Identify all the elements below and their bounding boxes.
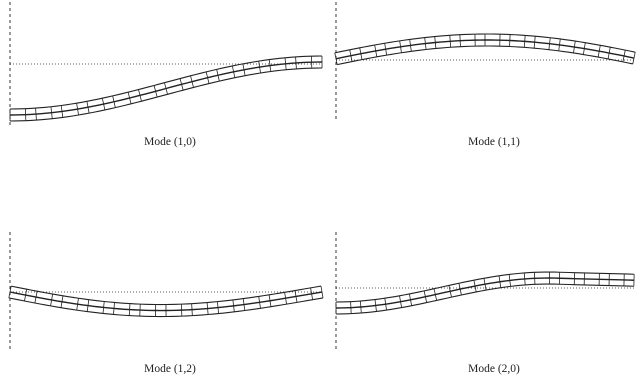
beam-segment-tick <box>523 35 526 48</box>
beam-segment-tick <box>216 69 220 82</box>
beam-segment-tick <box>334 52 338 65</box>
beam-segment-tick <box>310 287 314 300</box>
beam-segment-tick <box>509 34 511 47</box>
beam-segment-tick <box>359 300 362 314</box>
beam-segment-tick <box>423 290 428 303</box>
beam-segment-tick <box>206 302 209 315</box>
beam-segment-tick <box>284 292 287 305</box>
beam-segment-tick <box>153 85 158 98</box>
beam-segment-tick <box>138 89 142 102</box>
panel-mode-1-2 <box>8 232 324 352</box>
beam-segment-tick <box>34 291 38 304</box>
beam-segment-tick <box>384 43 388 56</box>
mode-caption: Mode (1,0) <box>144 136 196 148</box>
beam-segment-tick <box>164 82 168 95</box>
panel-mode-1-0 <box>9 2 323 126</box>
beam-segment-tick <box>434 36 437 49</box>
beam-segment-tick <box>359 47 363 60</box>
beam-segment-tick <box>258 296 261 309</box>
beam-segment-tick <box>50 293 54 306</box>
beam-segment-tick <box>76 103 79 116</box>
beam-segment-tick <box>242 63 246 76</box>
beam-segment-tick <box>294 290 298 303</box>
panel-mode-1-1 <box>334 2 636 120</box>
beam-segment-tick <box>448 285 452 298</box>
beam-segment-tick <box>449 35 452 48</box>
beam-segment-tick <box>350 301 352 314</box>
beam-segment-tick <box>399 295 403 308</box>
beam-segment-tick <box>231 65 236 78</box>
beam-bottom-edge <box>11 285 322 306</box>
beam-segment-tick <box>101 98 106 111</box>
beam-segment-tick <box>473 280 477 293</box>
beam-segment-tick <box>86 299 90 312</box>
beam-segment-tick <box>205 71 210 84</box>
beam-segment-tick <box>179 78 184 91</box>
beam-segment-tick <box>459 34 461 47</box>
beam-segment-tick <box>24 108 27 121</box>
mode-caption: Mode (1,2) <box>144 363 196 375</box>
beam-segment-tick <box>558 38 561 51</box>
beam-segment-tick <box>284 57 287 70</box>
beam-segment-tick <box>60 105 64 118</box>
beam-segment-tick <box>128 303 131 316</box>
beam-segment-tick <box>242 298 246 311</box>
beam-segment-tick <box>8 286 12 298</box>
beam-segment-tick <box>399 40 402 53</box>
beam-segment-tick <box>597 45 601 58</box>
beam-segment-tick <box>113 302 115 315</box>
panel-mode-2-0 <box>335 232 635 350</box>
beam-segment-tick <box>268 59 272 72</box>
mode-caption: Mode (1,1) <box>468 136 520 148</box>
beam-segment-tick <box>127 92 132 104</box>
beam-segment-tick <box>533 36 536 49</box>
beam-segment-tick <box>582 42 586 55</box>
beam-segment-tick <box>60 295 64 308</box>
beam-segment-tick <box>50 106 53 119</box>
beam-segment-tick <box>632 52 636 64</box>
beam-segment-tick <box>112 95 116 108</box>
beam-bottom-edge <box>335 271 635 303</box>
beam-segment-tick <box>232 299 235 312</box>
beam-segment-tick <box>295 56 297 69</box>
beam-segment-tick <box>258 61 261 74</box>
beam-segment-tick <box>508 274 511 287</box>
beam-segment-tick <box>483 278 487 291</box>
beam-segment-tick <box>217 301 219 314</box>
beam-segment-tick <box>374 299 377 312</box>
beam-segment-tick <box>533 272 536 285</box>
beam-segment-tick <box>498 275 502 288</box>
beam-segment-tick <box>24 289 28 302</box>
beam-segment-tick <box>191 303 193 316</box>
beam-segment-tick <box>374 44 378 57</box>
beam-segment-tick <box>573 41 576 54</box>
beam-segment-tick <box>548 37 551 50</box>
beam-segment-tick <box>523 272 526 285</box>
beam-segment-tick <box>433 288 438 301</box>
beam-segment-tick <box>86 101 90 114</box>
beam-segment-tick <box>408 293 413 306</box>
beam-segment-tick <box>384 298 387 311</box>
beam-segment-tick <box>458 283 462 296</box>
beam-segment-tick <box>622 50 626 62</box>
mode-caption: Mode (2,0) <box>468 363 520 375</box>
beam-segment-tick <box>35 108 37 121</box>
beam-segment-tick <box>409 39 412 52</box>
beam-bottom-edge <box>9 55 322 110</box>
beam-segment-tick <box>190 75 194 88</box>
beam-top-edge <box>10 67 323 122</box>
beam-segment-tick <box>349 49 353 62</box>
beam-segment-tick <box>424 37 427 50</box>
beam-segment-tick <box>76 298 79 311</box>
beam-segment-tick <box>320 286 324 298</box>
beam-segment-tick <box>268 294 272 307</box>
beam-segment-tick <box>102 301 105 314</box>
beam-segment-tick <box>607 47 611 60</box>
